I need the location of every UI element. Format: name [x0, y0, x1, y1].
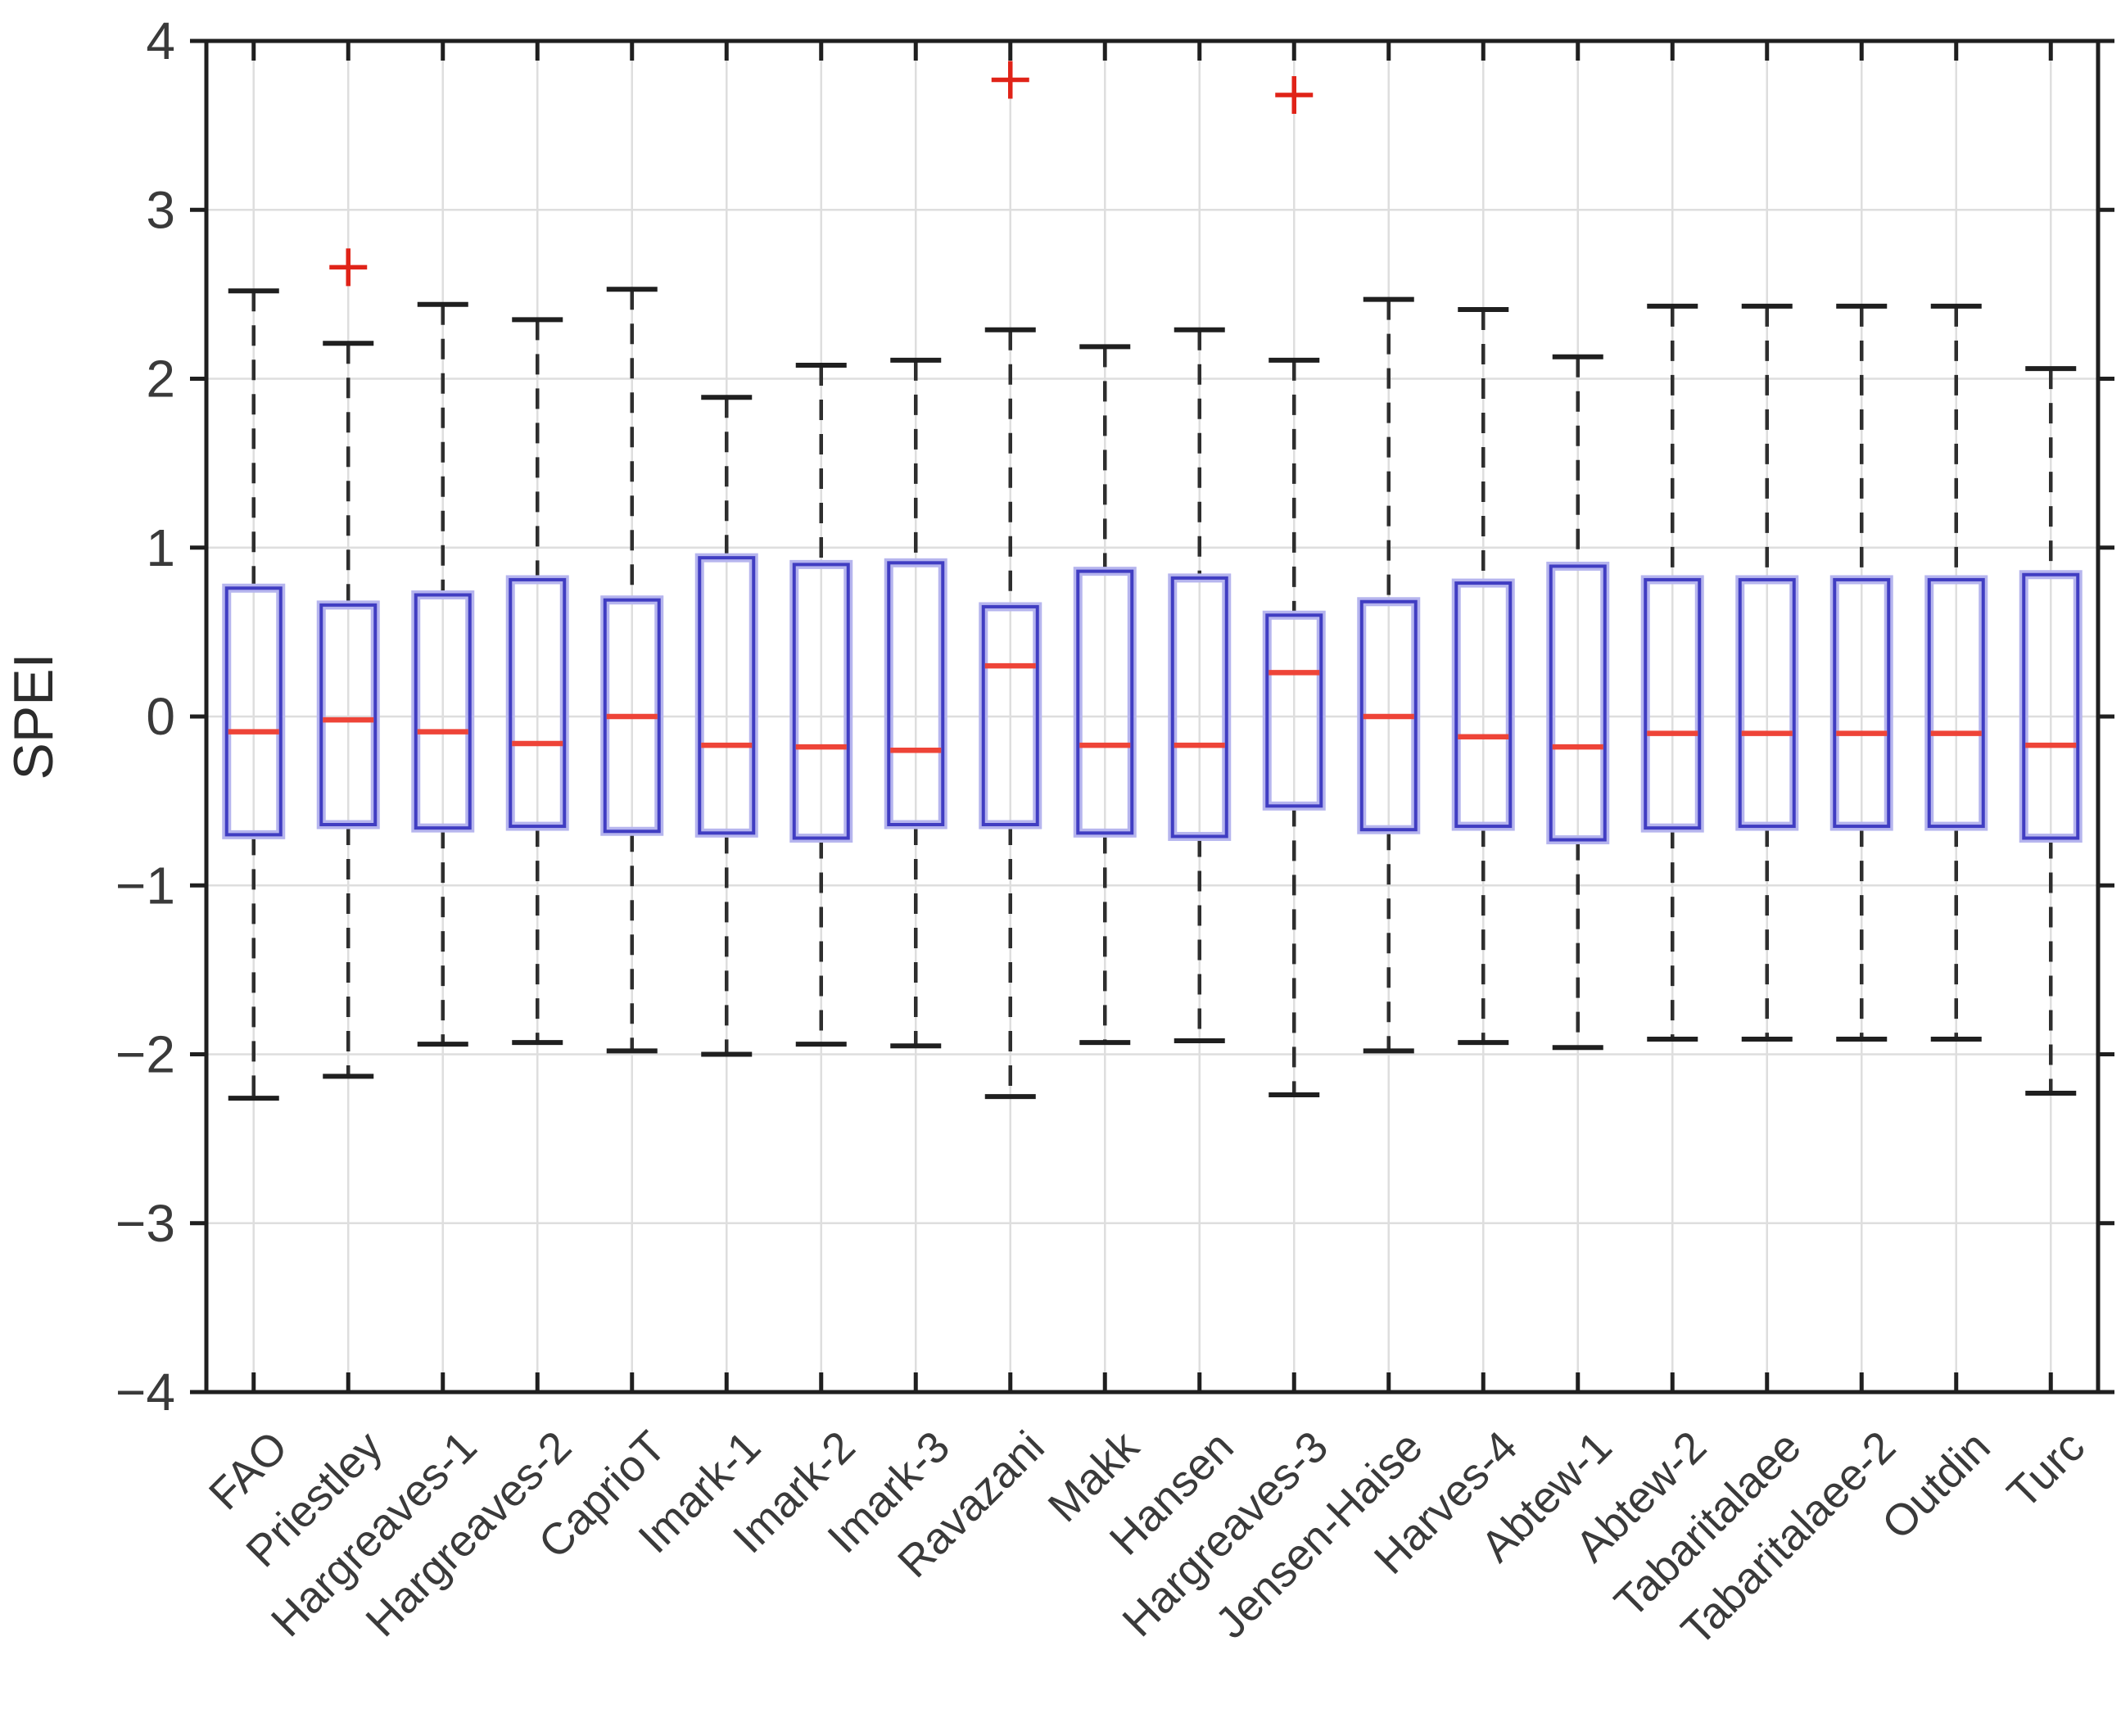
box — [1644, 577, 1702, 830]
y-tick-label: −2 — [115, 1025, 175, 1084]
box — [1454, 581, 1513, 829]
box — [224, 586, 283, 837]
box — [1265, 613, 1323, 808]
box — [1927, 577, 1985, 829]
y-tick-label: 0 — [146, 687, 175, 746]
box — [1738, 577, 1796, 829]
y-tick-label: 4 — [146, 11, 175, 70]
box — [981, 604, 1039, 826]
box — [1549, 564, 1607, 842]
y-tick-label: −3 — [115, 1194, 175, 1253]
box — [509, 577, 567, 829]
y-tick-label: −4 — [115, 1363, 175, 1422]
box — [414, 593, 472, 830]
y-tick-label: −1 — [115, 856, 175, 915]
y-tick-label: 2 — [146, 350, 175, 409]
box — [1359, 599, 1418, 832]
box — [1170, 576, 1228, 839]
y-tick-label: 1 — [146, 518, 175, 577]
box — [887, 561, 945, 826]
box — [792, 563, 850, 840]
box — [2022, 572, 2080, 840]
box — [603, 598, 661, 834]
box — [1833, 577, 1891, 829]
box — [1076, 569, 1134, 835]
box — [319, 603, 378, 826]
y-axis-label: SPEI — [2, 653, 65, 780]
box — [698, 556, 756, 835]
y-tick-label: 3 — [146, 180, 175, 239]
